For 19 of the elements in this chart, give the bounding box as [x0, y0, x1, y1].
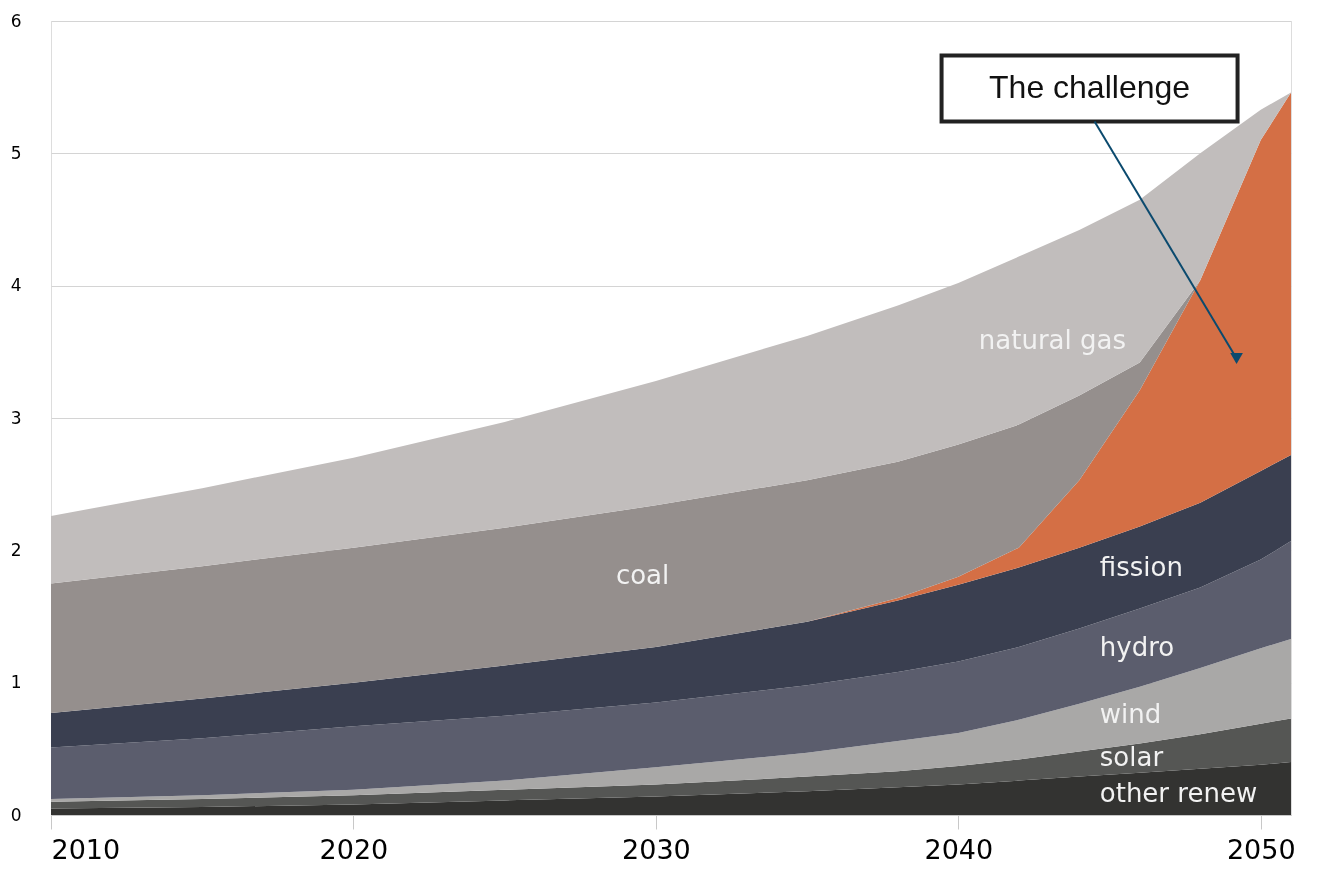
series-label: fission [1099, 551, 1183, 582]
x-tick-label: 2030 [622, 833, 691, 865]
x-tick-label: 2010 [51, 833, 121, 865]
annotation: The challenge [989, 69, 1191, 106]
y-tick-label: 6 [10, 10, 22, 31]
series-label: solar [1099, 742, 1164, 773]
x-tick-label: 2020 [319, 833, 389, 865]
x-tick-label: 2040 [924, 833, 994, 865]
series-label: other renew [1099, 777, 1258, 808]
y-tick-label: 5 [10, 142, 22, 163]
series-label: coal [615, 560, 670, 591]
y-tick-label: 1 [10, 672, 22, 693]
series-label: hydro [1099, 631, 1175, 662]
y-tick-label: 2 [10, 539, 22, 560]
series-label: wind [1099, 699, 1162, 730]
x-tick-label: 2050 [1226, 833, 1296, 865]
y-tick-label: 4 [10, 275, 22, 296]
y-tick-label: 0 [10, 804, 22, 825]
y-tick-label: 3 [10, 407, 22, 428]
